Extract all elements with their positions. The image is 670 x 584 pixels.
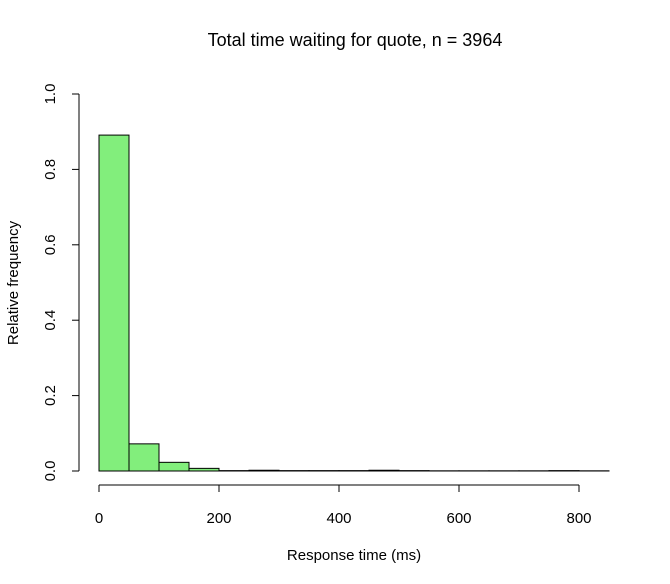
histogram-bar-1 [128, 443, 160, 472]
histogram-bar-0 [98, 134, 130, 472]
y-tick-label-0: 0.0 [42, 461, 59, 482]
x-tick-label-0: 0 [95, 510, 103, 527]
x-tick-label-3: 600 [446, 510, 471, 527]
histogram-bar-5 [248, 469, 280, 472]
x-tick-label-1: 200 [206, 510, 231, 527]
x-axis: 0 200 400 600 800 [95, 484, 592, 527]
y-tick-label-3: 0.6 [42, 234, 59, 255]
y-axis: 0.0 0.2 0.4 0.6 0.8 1.0 [42, 84, 80, 482]
bars-group [98, 134, 610, 472]
y-axis-label: Relative frequency [5, 220, 22, 345]
x-axis-label: Response time (ms) [287, 547, 421, 564]
x-tick-label-4: 800 [566, 510, 591, 527]
x-tick-label-2: 400 [326, 510, 351, 527]
y-tick-label-2: 0.4 [42, 310, 59, 331]
histogram-bar-2 [158, 461, 190, 472]
y-tick-label-1: 0.2 [42, 385, 59, 406]
histogram-bar-9 [368, 469, 400, 472]
histogram-bar-3 [188, 467, 220, 472]
y-tick-label-5: 1.0 [42, 84, 59, 105]
y-tick-label-4: 0.8 [42, 159, 59, 180]
chart-title: Total time waiting for quote, n = 3964 [208, 30, 503, 50]
